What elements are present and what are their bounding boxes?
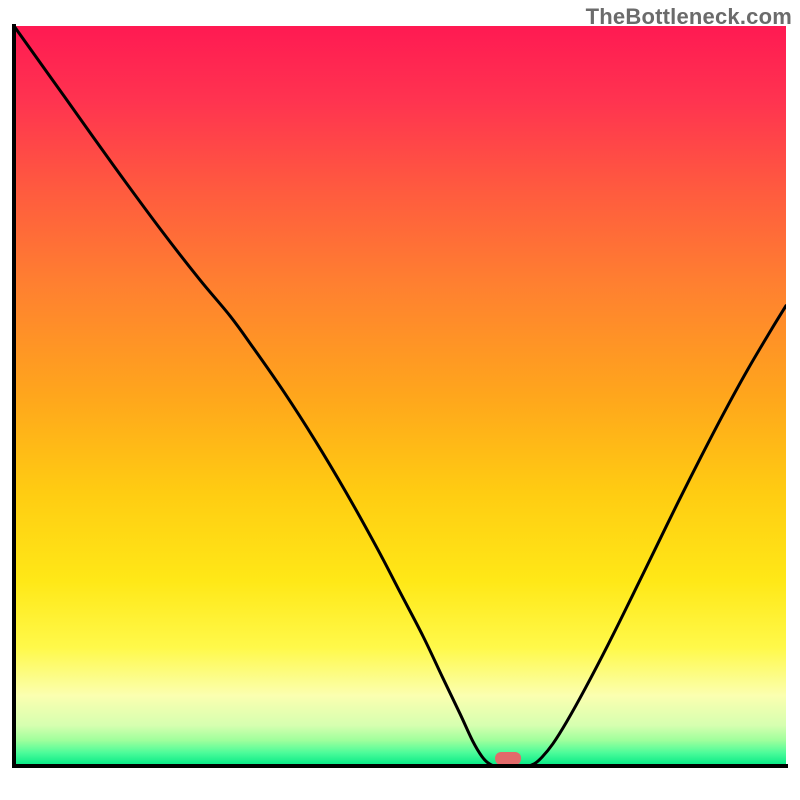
- bottleneck-chart: TheBottleneck.com: [0, 0, 800, 800]
- chart-svg: [0, 0, 800, 800]
- optimal-marker: [495, 752, 521, 765]
- watermark-text: TheBottleneck.com: [586, 4, 792, 30]
- gradient-background: [14, 26, 786, 766]
